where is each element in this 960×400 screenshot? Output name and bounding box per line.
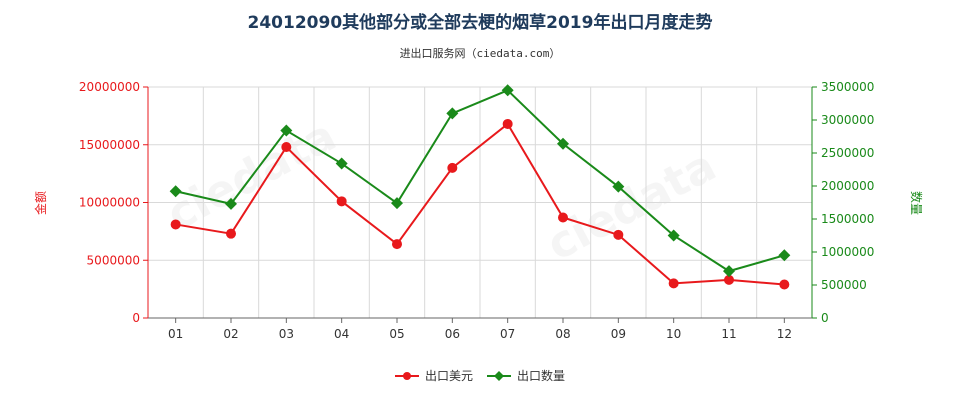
x-tick-label: 09	[611, 327, 626, 341]
left-tick-label: 20000000	[79, 80, 140, 94]
right-axis-label: 数量	[909, 191, 924, 215]
x-tick-label: 03	[279, 327, 294, 341]
right-tick-label: 3500000	[821, 80, 874, 94]
x-tick-label: 06	[445, 327, 460, 341]
left-tick-label: 10000000	[79, 196, 140, 210]
data-point	[778, 249, 791, 262]
left-tick-label: 0	[132, 311, 140, 325]
left-tick-label: 15000000	[79, 138, 140, 152]
right-tick-label: 2000000	[821, 179, 874, 193]
legend-marker	[494, 371, 504, 381]
series-line	[175, 122, 785, 286]
right-tick-label: 3000000	[821, 113, 874, 127]
data-point	[280, 124, 293, 137]
data-point	[447, 162, 458, 173]
chart-subtitle: 进出口服务网（ciedata.com）	[399, 47, 561, 60]
x-tick-label: 01	[168, 327, 183, 341]
data-point	[391, 197, 403, 210]
x-tick-label: 12	[777, 327, 792, 341]
legend-label: 出口数量	[517, 368, 565, 383]
data-point	[170, 219, 181, 230]
x-tick-label: 02	[223, 327, 238, 341]
x-tick-label: 07	[500, 327, 515, 341]
data-point	[779, 279, 790, 290]
x-tick-label: 04	[334, 327, 349, 341]
data-point	[557, 137, 569, 150]
data-point	[281, 142, 292, 153]
data-point	[169, 185, 182, 198]
x-tick-label: 05	[389, 327, 404, 341]
data-point	[392, 239, 402, 250]
data-point	[724, 274, 734, 285]
data-point	[613, 229, 624, 240]
series-line	[175, 89, 785, 273]
left-axis-label: 金额	[33, 191, 48, 215]
data-point	[336, 196, 347, 207]
x-tick-label: 11	[721, 327, 736, 341]
right-tick-label: 1000000	[821, 245, 874, 259]
data-point	[667, 229, 680, 242]
chart-title: 24012090其他部分或全部去梗的烟草2019年出口月度走势	[247, 13, 713, 33]
right-tick-label: 2500000	[821, 146, 874, 160]
legend-marker	[403, 372, 411, 380]
data-point	[668, 278, 679, 289]
left-tick-label: 5000000	[87, 253, 140, 267]
data-point	[558, 212, 568, 223]
data-point	[723, 265, 735, 278]
right-tick-label: 500000	[821, 278, 867, 292]
right-tick-label: 0	[821, 311, 829, 325]
x-tick-label: 08	[555, 327, 570, 341]
legend-label: 出口美元	[425, 369, 473, 383]
data-point	[225, 197, 237, 210]
data-point	[335, 157, 348, 170]
data-point	[446, 107, 459, 120]
right-tick-label: 1500000	[821, 212, 874, 226]
data-point	[502, 118, 513, 129]
x-tick-label: 10	[666, 327, 681, 341]
data-point	[612, 180, 625, 193]
data-point	[501, 84, 514, 97]
data-point	[226, 228, 236, 239]
